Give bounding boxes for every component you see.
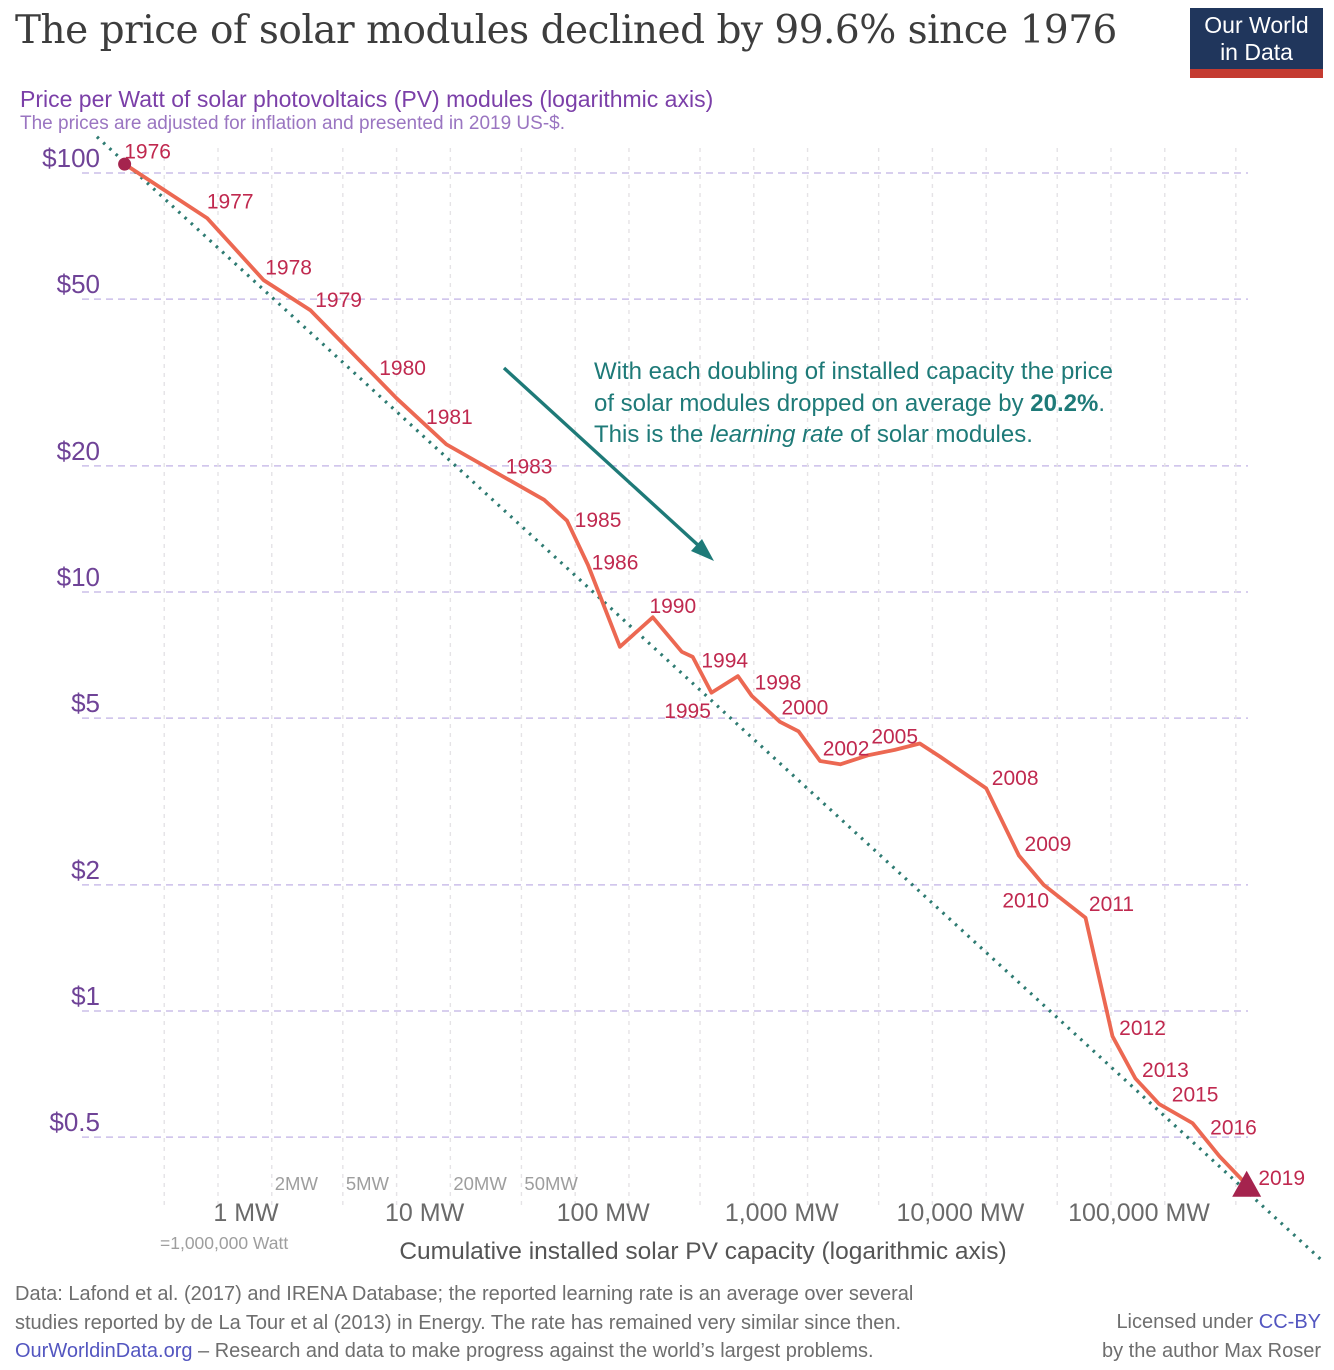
learning-rate-arrow — [502, 366, 701, 548]
y-tick-label: $10 — [57, 562, 100, 592]
year-label-1981: 1981 — [426, 406, 473, 429]
year-label-2010: 2010 — [1002, 889, 1049, 912]
page-title: The price of solar modules declined by 9… — [15, 8, 1117, 53]
year-label-1998: 1998 — [755, 672, 802, 695]
year-label-2019: 2019 — [1258, 1167, 1305, 1190]
year-label-2002: 2002 — [823, 738, 870, 761]
x-minor-tick-label: 20MW — [453, 1173, 507, 1194]
year-label-2011: 2011 — [1089, 893, 1134, 916]
trend-line — [95, 135, 1323, 1261]
annotation-line2: of solar modules dropped on average by — [594, 389, 1031, 417]
annotation-line1: With each doubling of installed capacity… — [594, 358, 1113, 385]
footer-source-line1: Data: Lafond et al. (2017) and IRENA Dat… — [15, 1283, 914, 1305]
year-label-1985: 1985 — [575, 509, 622, 532]
year-label-1976: 1976 — [124, 141, 171, 164]
year-label-2008: 2008 — [992, 767, 1039, 790]
x-minor-tick-label: 2MW — [275, 1173, 319, 1194]
owid-logo-line1: Our World — [1204, 11, 1309, 38]
annotation-learning-rate-value: 20.2% — [1030, 389, 1099, 417]
owid-logo-line2: in Data — [1220, 38, 1293, 65]
x-minor-tick-label: 50MW — [524, 1173, 578, 1194]
y-tick-label: $1 — [71, 981, 100, 1011]
end-marker-2019 — [1232, 1170, 1262, 1197]
x-tick-label: 100 MW — [557, 1199, 650, 1227]
footer: Data: Lafond et al. (2017) and IRENA Dat… — [15, 1280, 1321, 1366]
y-tick-label: $5 — [71, 688, 100, 718]
y-tick-label: $100 — [42, 143, 100, 173]
annotation-learning-rate-term: learning rate — [710, 421, 844, 448]
learning-rate-arrowhead — [691, 539, 714, 561]
footer-tagline: – Research and data to make progress aga… — [192, 1340, 874, 1362]
x-tick-label: 1,000 MW — [725, 1199, 839, 1227]
year-label-1979: 1979 — [315, 289, 362, 312]
year-label-2000: 2000 — [782, 696, 829, 719]
year-label-2005: 2005 — [871, 725, 918, 748]
x-tick-label: 10 MW — [385, 1199, 465, 1227]
year-label-1977: 1977 — [207, 191, 254, 214]
start-marker-1976 — [118, 157, 132, 171]
footer-license-text: Licensed under — [1116, 1311, 1259, 1333]
year-label-1994: 1994 — [701, 649, 748, 672]
x-axis-title: Cumulative installed solar PV capacity (… — [399, 1238, 1006, 1265]
year-label-2015: 2015 — [1172, 1083, 1219, 1106]
price-line — [122, 162, 1249, 1187]
ccby-license-link[interactable]: CC-BY — [1258, 1311, 1321, 1333]
owid-site-link[interactable]: OurWorldinData.org — [15, 1340, 193, 1362]
year-label-2012: 2012 — [1119, 1017, 1166, 1040]
year-label-1995: 1995 — [664, 700, 711, 723]
y-tick-label: $2 — [71, 855, 100, 885]
year-label-2013: 2013 — [1142, 1059, 1189, 1082]
y-tick-label: $50 — [57, 269, 100, 299]
y-tick-label: $20 — [57, 436, 100, 466]
annotation-line3: This is the — [594, 421, 711, 448]
footer-source-line2: studies reported by de La Tour et al (20… — [15, 1311, 902, 1334]
chart-subtitle: Price per Watt of solar photovoltaics (P… — [20, 86, 714, 112]
y-tick-label: $0.5 — [49, 1107, 100, 1137]
year-label-1980: 1980 — [379, 357, 426, 380]
footer-author: by the author Max Roser — [1102, 1339, 1321, 1362]
chart-subtitle-note: The prices are adjusted for inflation an… — [20, 113, 565, 134]
x-tick-label: 10,000 MW — [896, 1199, 1024, 1227]
year-label-1978: 1978 — [265, 257, 312, 280]
year-label-1983: 1983 — [506, 455, 553, 478]
x-axis-unit-note: =1,000,000 Watt — [160, 1233, 288, 1253]
year-label-2009: 2009 — [1025, 833, 1072, 856]
x-tick-label: 100,000 MW — [1068, 1199, 1210, 1227]
x-tick-label: 1 MW — [213, 1199, 279, 1227]
year-label-1990: 1990 — [649, 595, 696, 618]
learning-rate-annotation: With each doubling of installed capacity… — [594, 358, 1113, 448]
x-minor-tick-label: 5MW — [346, 1173, 390, 1194]
owid-logo[interactable]: Our World in Data — [1190, 8, 1323, 78]
year-label-1986: 1986 — [592, 551, 639, 574]
year-label-2016: 2016 — [1210, 1117, 1257, 1140]
